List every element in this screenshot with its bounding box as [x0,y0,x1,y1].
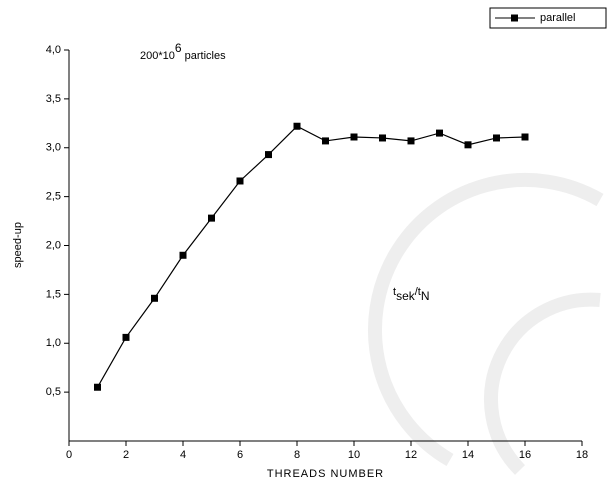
annotation-part: t [393,286,396,298]
marker [464,141,472,149]
marker [122,333,130,341]
annotation-part: sek [396,289,416,303]
watermark-arc [484,292,601,475]
series-line [96,125,526,388]
y-tick-label: 3,0 [46,142,61,154]
marker [407,137,415,145]
marker [265,151,272,159]
marker [493,134,500,142]
x-tick-label: 8 [294,449,300,461]
marker [436,129,443,137]
y-tick-label: 3,5 [46,93,61,105]
marker [521,133,529,141]
marker [179,251,187,259]
x-axis-label: THREADS NUMBER [267,468,384,480]
marker [208,214,215,222]
marker [379,134,386,142]
legend-marker [511,14,518,22]
annotation-part: N [421,289,430,303]
y-tick-label: 2,5 [46,191,61,203]
x-tick-label: 0 [66,449,72,461]
annotation-part: particles [182,50,227,62]
x-tick-label: 2 [123,449,129,461]
x-tick-label: 14 [462,449,474,461]
y-tick-label: 4,0 [46,44,61,56]
watermark [367,172,604,475]
y-tick-label: 0,5 [46,386,61,398]
x-tick-label: 18 [576,449,588,461]
y-tick-label: 2,0 [46,239,61,251]
x-tick-label: 10 [348,449,360,461]
legend-label: parallel [540,12,575,24]
y-axis-label: speed-up [12,222,24,268]
marker [94,383,101,391]
watermark-arc [367,172,604,467]
marker [236,177,244,185]
x-tick-label: 12 [405,449,417,461]
x-tick-label: 6 [237,449,243,461]
annotation: tsek/tN [393,286,430,303]
annotation-part: /t [415,286,421,298]
marker [322,137,329,145]
y-tick-label: 1,5 [46,288,61,300]
marker [293,122,301,130]
annotation-part: 200*10 [140,50,175,62]
annotation: 200*106 particles [140,41,226,62]
annotation-part: 6 [175,41,182,55]
marker [350,133,358,141]
x-tick-label: 16 [519,449,531,461]
marker [151,294,158,302]
legend-box [489,7,607,29]
x-tick-label: 4 [180,449,186,461]
y-tick-label: 1,0 [46,337,61,349]
